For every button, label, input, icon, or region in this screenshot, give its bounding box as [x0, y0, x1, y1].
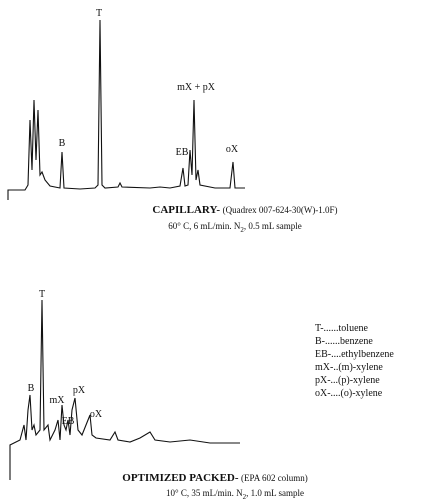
- peak-label: EB: [62, 416, 75, 427]
- caption: CAPILLARY- (Quadrex 007-624-30(W)-1.0F): [152, 204, 337, 216]
- peak-label: pX: [73, 385, 86, 396]
- legend-entry: oX-....(o)-xylene: [315, 388, 383, 399]
- legend: T-......toluene B-......benzene EB-....eth…: [315, 323, 394, 399]
- packed-chromatogram: [9, 299, 240, 480]
- caption-conditions: 60° C, 6 mL/min. N2, 0.5 mL sample: [168, 221, 302, 234]
- caption-conditions: 10° C, 35 mL/min. N2, 1.0 mL sample: [166, 488, 304, 501]
- legend-entry: T-......toluene: [315, 323, 369, 334]
- peak-label: B: [59, 138, 66, 149]
- peak-label: T: [39, 289, 45, 300]
- capillary-chromatogram: [7, 19, 245, 200]
- peak-label: oX: [90, 409, 103, 420]
- caption-name: OPTIMIZED PACKED-: [122, 472, 239, 484]
- legend-entry: B-......benzene: [315, 336, 373, 347]
- conditions: 60° C, 6 mL/min. N: [168, 221, 241, 231]
- peak-label: mX: [50, 395, 66, 406]
- peak-label: B: [28, 383, 35, 394]
- legend-entry: pX-...(p)-xylene: [315, 375, 380, 386]
- subscript: 2: [243, 493, 247, 501]
- caption-name: CAPILLARY-: [152, 204, 220, 216]
- caption-column: (Quadrex 007-624-30(W)-1.0F): [223, 205, 338, 215]
- peak-label: oX: [226, 144, 239, 155]
- conditions-rest: , 1.0 mL sample: [246, 488, 304, 498]
- legend-entry: mX-..(m)-xylene: [315, 362, 383, 373]
- legend-entry: EB-....ethylbenzene: [315, 349, 394, 360]
- peak-label: EB: [176, 147, 189, 158]
- conditions: 10° C, 35 mL/min. N: [166, 488, 243, 498]
- peak-label: T: [96, 8, 102, 19]
- conditions-rest: , 0.5 mL sample: [244, 221, 302, 231]
- subscript: 2: [240, 226, 244, 234]
- caption: OPTIMIZED PACKED- (EPA 602 column): [122, 472, 307, 484]
- caption-column: (EPA 602 column): [241, 473, 308, 483]
- peak-label: mX + pX: [177, 82, 216, 93]
